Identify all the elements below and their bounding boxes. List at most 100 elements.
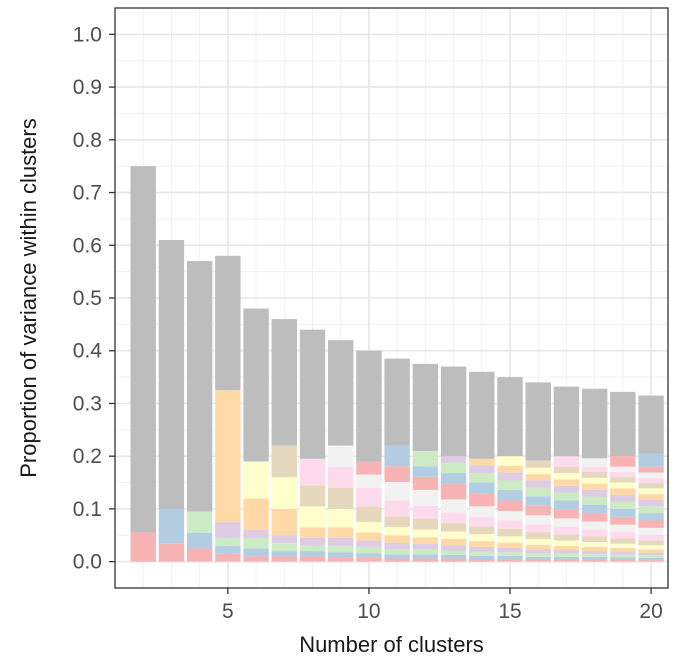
bar-segment-within <box>638 557 664 561</box>
bar-segment-within <box>384 558 410 562</box>
bar-segment-within <box>525 480 551 488</box>
bars <box>130 166 664 562</box>
bar-stack-4 <box>186 261 213 562</box>
bar-segment-within <box>412 543 439 549</box>
bar-segment-between <box>243 308 269 462</box>
bar-segment-between <box>525 382 551 461</box>
bar-segment-within <box>553 553 580 557</box>
bar-segment-within <box>610 477 636 483</box>
bar-segment-within <box>610 516 636 525</box>
bar-segment-within <box>328 545 354 553</box>
y-tick-label: 0.1 <box>73 498 102 521</box>
bar-segment-within <box>610 501 636 509</box>
bar-segment-within <box>299 537 326 546</box>
bar-segment-within <box>553 540 580 546</box>
y-axis: 0.0 0.1 0.2 0.3 0.4 0.5 0.6 0.7 0.8 0.9 1.0 <box>73 23 115 574</box>
bar-segment-within <box>610 554 636 558</box>
x-axis-title: Number of clusters <box>299 632 484 657</box>
bar-segment-within <box>581 458 608 467</box>
bar-segment-between <box>497 377 523 457</box>
bar-segment-within <box>610 456 636 467</box>
bar-segment-within <box>130 532 156 562</box>
bar-segment-within <box>328 557 354 562</box>
bar-segment-within <box>384 482 410 501</box>
bar-segment-within <box>328 537 354 546</box>
bar-segment-within <box>525 474 551 481</box>
bar-stack-13 <box>440 366 467 562</box>
bar-segment-within <box>356 532 382 541</box>
bar-segment-within <box>525 556 551 560</box>
bar-segment-within <box>581 551 608 555</box>
bar-segment-within <box>553 556 580 560</box>
bar-segment-within <box>412 529 439 538</box>
bar-segment-within <box>384 542 410 549</box>
bar-segment-within <box>497 511 523 521</box>
bar-segment-within <box>553 500 580 510</box>
bar-segment-between <box>356 350 382 462</box>
bar-segment-within <box>271 543 297 552</box>
bar-segment-within <box>384 548 410 555</box>
y-tick-label: 1.0 <box>73 23 102 46</box>
bar-segment-within <box>497 552 523 556</box>
bar-segment-within <box>243 498 269 530</box>
bar-segment-within <box>638 555 664 558</box>
bar-segment-within <box>553 550 580 554</box>
bar-segment-within <box>553 526 580 535</box>
bar-segment-within <box>553 518 580 527</box>
bar-segment-within <box>440 499 467 513</box>
bar-segment-within <box>440 550 467 555</box>
bar-stack-3 <box>158 240 185 562</box>
bar-segment-within <box>525 544 551 550</box>
bar-stack-15 <box>497 377 523 562</box>
bar-segment-within <box>610 494 636 502</box>
bar-segment-within <box>469 551 495 556</box>
bar-segment-within <box>412 554 439 559</box>
bar-segment-within <box>412 548 439 555</box>
bar-segment-within <box>328 508 354 528</box>
bar-segment-between <box>158 240 185 509</box>
bar-segment-within <box>469 541 495 547</box>
bar-segment-within <box>497 456 523 466</box>
bar-stack-12 <box>412 363 439 562</box>
bar-segment-within <box>581 477 608 484</box>
bar-segment-within <box>610 472 636 478</box>
bar-segment-within <box>610 488 636 495</box>
bar-segment-between <box>610 391 636 457</box>
bar-segment-within <box>525 559 551 562</box>
bar-segment-within <box>412 450 439 467</box>
bar-segment-within <box>271 445 297 478</box>
bar-segment-within <box>158 543 185 562</box>
bar-segment-within <box>469 555 495 559</box>
bar-segment-within <box>356 522 382 533</box>
bar-segment-within <box>215 553 241 562</box>
bar-segment-within <box>299 458 326 486</box>
y-tick-label: 0.8 <box>73 129 102 152</box>
bar-segment-within <box>497 520 523 529</box>
bar-segment-within <box>553 545 580 551</box>
bar-segment-within <box>469 506 495 517</box>
bar-segment-within <box>356 461 382 475</box>
bar-segment-within <box>299 485 326 507</box>
bar-segment-within <box>469 559 495 562</box>
bar-segment-within <box>186 511 213 533</box>
bar-segment-within <box>581 542 608 547</box>
bar-segment-within <box>469 482 495 494</box>
bar-segment-within <box>215 390 241 523</box>
bar-segment-within <box>525 524 551 533</box>
bar-segment-within <box>610 466 636 472</box>
bar-stack-16 <box>525 382 551 562</box>
x-tick-label: 10 <box>357 600 380 623</box>
bar-stack-2 <box>130 166 156 562</box>
bar-segment-between <box>299 329 326 459</box>
bar-segment-within <box>412 476 439 490</box>
y-axis-title: Proportion of variance within clusters <box>16 118 41 478</box>
bar-segment-within <box>581 529 608 537</box>
bar-segment-within <box>356 506 382 523</box>
bar-segment-within <box>638 506 664 514</box>
bar-segment-within <box>497 465 523 473</box>
bar-segment-within <box>186 532 213 549</box>
bar-stack-17 <box>553 386 580 562</box>
bar-stack-14 <box>469 371 495 562</box>
bar-segment-within <box>440 531 467 539</box>
y-tick-label: 0.4 <box>73 340 103 363</box>
